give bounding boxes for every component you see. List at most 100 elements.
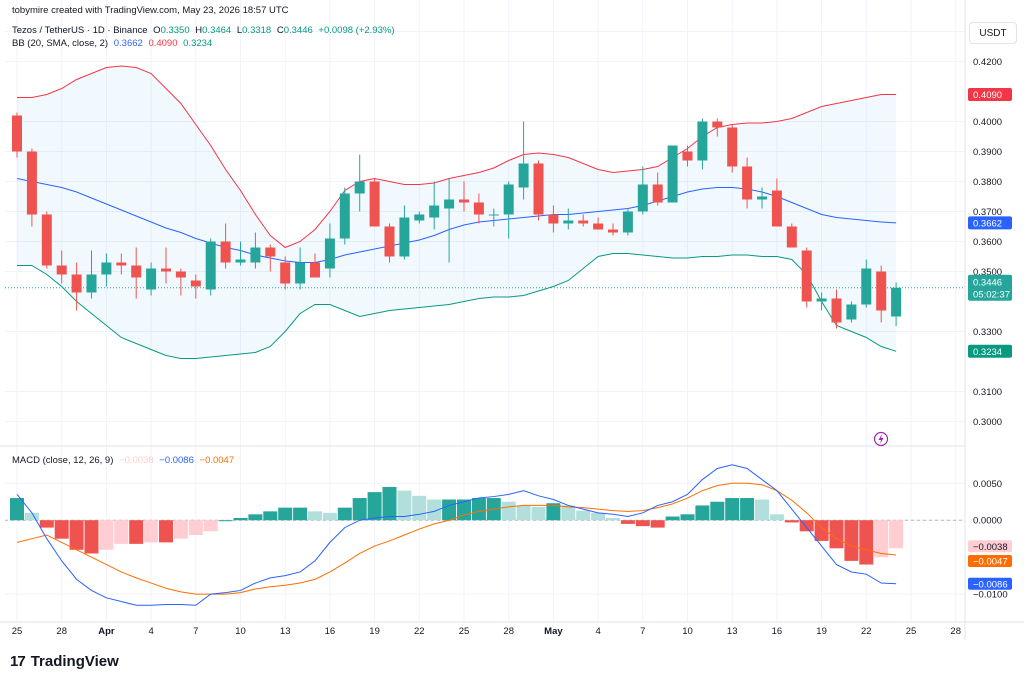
time-tick-label: 7 (640, 626, 645, 637)
candle-body (414, 214, 425, 221)
candle (280, 256, 291, 290)
time-tick-label: 16 (325, 626, 336, 637)
macd-histogram-bar (442, 499, 457, 521)
macd-histogram-bar (159, 520, 173, 543)
candle (786, 223, 797, 248)
candle (533, 160, 544, 221)
candle (608, 223, 618, 236)
candle-body (161, 268, 171, 272)
high-value: 0.3464 (202, 25, 232, 36)
candle-body (280, 262, 291, 284)
macd-tick-label: 0.0000 (973, 516, 1002, 527)
macd-histogram-bar (769, 514, 784, 521)
price-tick-label: 0.3800 (973, 177, 1002, 188)
candle (459, 181, 469, 212)
candle (116, 253, 127, 275)
candle-body (593, 223, 604, 230)
candle-body (846, 304, 857, 320)
candle-body (473, 202, 484, 215)
candle-body (771, 190, 782, 227)
macd-histogram-bar (144, 520, 159, 543)
candle-body (712, 121, 723, 128)
price-tick-label: 0.3100 (973, 387, 1002, 398)
macd-histogram-bar (889, 520, 904, 549)
macd-histogram-bar (218, 520, 233, 522)
candle-body (682, 151, 693, 161)
candle-body (459, 199, 469, 203)
candle-body (12, 115, 22, 152)
macd-histogram-bar (84, 520, 99, 554)
bb-legend[interactable]: BB (20, SMA, close, 2) 0.3662 0.4090 0.3… (12, 38, 215, 49)
time-tick-label: 13 (727, 626, 738, 637)
macd-histogram-bar (427, 499, 442, 521)
candle (86, 250, 97, 299)
candle-body (831, 298, 842, 323)
candle (369, 178, 380, 227)
macd-legend[interactable]: MACD (close, 12, 26, 9) −0.0038 −0.0086 … (12, 455, 237, 466)
candle-body (757, 196, 767, 200)
time-tick-label: 10 (235, 626, 246, 637)
macd-histogram-bar (516, 505, 531, 521)
candle (816, 292, 827, 311)
tradingview-logo[interactable]: 17 TradingView (10, 653, 119, 670)
candle (205, 238, 216, 296)
macd-histogram-bar (471, 498, 486, 521)
macd-histogram-bar (576, 510, 591, 521)
candle (26, 148, 37, 227)
candle (846, 301, 857, 323)
candle (265, 244, 276, 272)
macd-histogram-bar (546, 503, 561, 521)
candle (727, 124, 738, 173)
candle (757, 187, 767, 209)
currency-label: USDT (979, 27, 1007, 39)
candle-body (265, 247, 276, 257)
candle (742, 157, 753, 209)
time-tick-label: 4 (148, 626, 153, 637)
macd-histogram-bar (233, 518, 248, 521)
candle (712, 118, 723, 137)
macd-histogram-bar (263, 511, 278, 521)
macd-histogram-bar (54, 520, 69, 539)
time-tick-label: 28 (950, 626, 961, 637)
price-tick-label: 0.4200 (973, 57, 1002, 68)
price-tick-label: 0.4000 (973, 117, 1002, 128)
candle-body (697, 121, 708, 161)
candle (399, 205, 410, 260)
candle (876, 265, 887, 323)
candle (414, 211, 425, 224)
candle-body (742, 166, 753, 200)
candle-body (876, 271, 887, 311)
candle (339, 187, 350, 245)
macd-histogram-bar (39, 520, 54, 528)
time-tick-label: May (544, 626, 563, 637)
macd-signal-value: −0.0047 (199, 455, 235, 466)
macd-histogram-bar (412, 495, 427, 521)
time-tick-label: 13 (280, 626, 291, 637)
macd-panel (5, 464, 965, 606)
macd-histogram-bar (531, 506, 546, 521)
candle-body (101, 262, 112, 275)
candle (548, 205, 559, 233)
macd-histogram-bar (635, 520, 650, 527)
macd-histogram-bar (24, 512, 39, 521)
macd-histogram-bar (620, 520, 635, 524)
candle (71, 262, 82, 311)
axes: 0.43000.42000.40000.39000.38000.37000.36… (0, 0, 1024, 640)
macd-histogram-bar (278, 507, 293, 521)
candle-body (637, 184, 648, 212)
candle (831, 289, 842, 329)
close-label: C (276, 25, 284, 36)
candle-body (727, 127, 738, 167)
time-tick-label: 22 (861, 626, 872, 637)
close-value: 0.3446 (283, 25, 313, 36)
candle (444, 178, 455, 263)
macd-label: MACD (close, 12, 26, 9) (12, 455, 114, 466)
macd-histogram-bar (755, 499, 769, 521)
macd-histogram-bar (650, 520, 665, 528)
macd-histogram-bar (397, 490, 412, 521)
currency-selector[interactable]: USDT (969, 22, 1017, 44)
price-tick-label: 0.3600 (973, 237, 1002, 248)
candle (161, 247, 171, 284)
